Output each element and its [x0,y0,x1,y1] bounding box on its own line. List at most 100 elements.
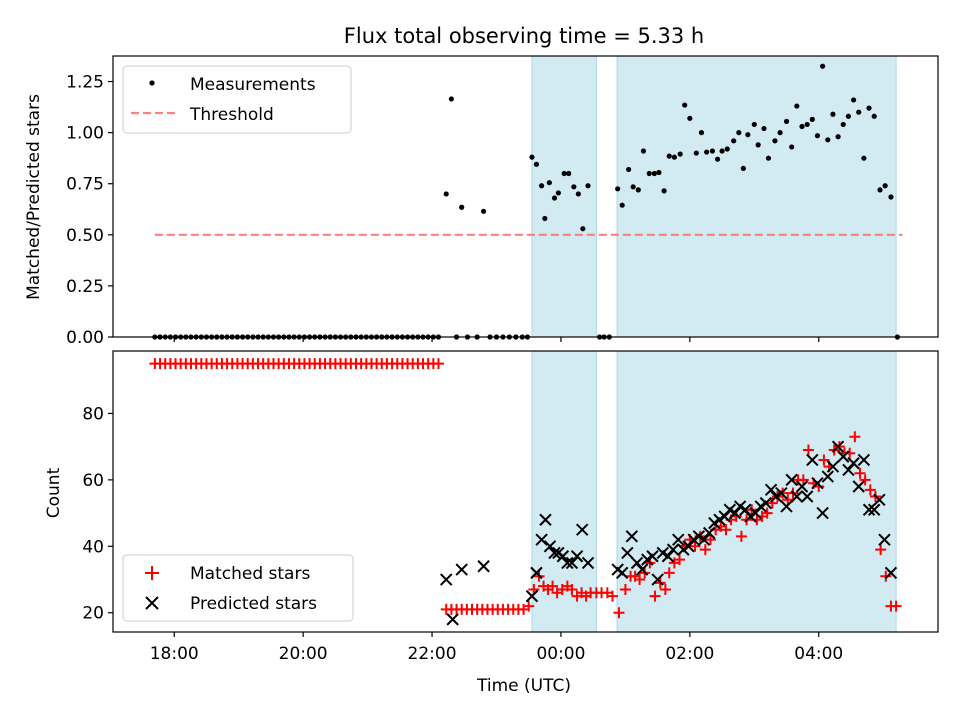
top-plot-frame [112,55,939,338]
measurement-point [740,165,746,171]
measurement-point [677,151,683,157]
predicted-stars-series [440,440,898,626]
bottom-y-tick-label: 20 [82,604,104,624]
predicted-star-point [831,440,845,453]
measurement-point [755,142,761,148]
measurement-point [835,134,841,140]
predicted-star-point [806,453,819,467]
measurement-point [794,103,800,109]
predicted-star-point [672,533,685,546]
top-panel: 0.00 0.25 0.50 0.75 1.00 1.25 Matched/Predict… [24,55,939,348]
matched-star-point [704,534,716,546]
predicted-star-point [666,543,680,556]
top-axes: 0.00 0.25 0.50 0.75 1.00 1.25 [66,73,820,348]
matched-star-point [523,600,535,612]
predicted-star-point [790,490,804,503]
bottom-x-tick-label: 04:00 [794,644,843,664]
legend-matched-label: Matched stars [190,564,310,584]
top-y-tick-label: 0.75 [66,175,104,195]
measurement-point [661,188,667,194]
measurement-point [555,190,561,196]
measurement-point [539,183,545,189]
matched-star-point [547,580,559,592]
bottom-x-tick-label: 18:00 [150,644,199,664]
matched-star-point [607,590,619,602]
top-y-axis-label: Matched/Predicted stars [24,94,44,300]
measurement-point [635,187,641,193]
measurement-point [682,102,688,108]
measurement-point [698,130,705,136]
measurement-point [820,63,826,69]
measurement-point [736,130,742,136]
measurement-point [877,187,883,193]
measurement-point [745,132,751,138]
predicted-star-point [625,530,639,543]
measurement-point [630,184,636,190]
matched-star-point [689,540,701,552]
measurement-point [561,170,567,177]
measurement-point [671,154,677,160]
predicted-star-point [867,503,881,516]
measurement-point [888,194,894,200]
predicted-star-point [621,546,634,560]
measurement-point [704,149,710,155]
bottom-y-tick-label: 40 [82,537,104,557]
predicted-star-point [759,496,773,510]
chart-title: Flux total observing time = 5.33 h [344,24,704,48]
measurement-point [830,111,836,117]
predicted-star-point [826,460,840,473]
matched-star-point [674,554,686,566]
measurement-point [789,144,795,150]
predicted-star-point [661,550,675,563]
shaded-interval [531,55,597,338]
predicted-star-point [576,523,589,536]
predicted-star-point [852,480,865,493]
measurement-point [619,202,625,208]
predicted-star-point [646,550,659,563]
measurement-point [615,186,621,192]
measurement-point [709,148,716,154]
predicted-star-point [440,573,453,586]
measurement-point [651,170,658,177]
bottom-x-tick-label: 00:00 [536,644,585,664]
predicted-star-point [570,550,584,563]
predicted-star-point [702,526,716,540]
top-y-tick-label: 1.25 [66,73,104,93]
measurement-point [804,121,810,128]
measurement-point [529,154,535,160]
measurement-point [714,156,721,162]
predicted-star-point [561,556,574,570]
matched-star-point [802,444,814,456]
measurement-point [443,191,449,197]
measurement-point [566,170,572,177]
matched-star-point [782,494,794,506]
top-legend-box [122,65,352,134]
top-legend: Measurements Threshold [122,65,352,134]
measurement-point [799,123,805,130]
measurement-point [809,116,815,122]
top-y-tick-label: 0.25 [66,277,104,297]
predicted-star-point [718,510,731,523]
measurement-point [783,118,790,124]
measurement-point [542,215,548,222]
predicted-star-point [477,560,490,573]
matched-star-point [875,544,887,556]
bottom-y-axis-label: Count [44,467,64,518]
measurement-point [585,183,591,189]
predicted-star-point [821,470,834,483]
matched-star-point [634,574,646,586]
top-shaded-intervals [531,55,897,338]
top-y-tick-label: 1.00 [66,124,104,144]
matched-star-point [619,583,631,595]
bottom-y-tick-label: 80 [82,404,104,424]
measurement-point [459,204,465,210]
predicted-star-point [749,506,762,520]
measurement-point [666,153,672,159]
measurement-point [772,138,778,144]
predicted-star-point [630,556,644,570]
predicted-star-point [697,533,711,546]
matched-star-point [880,570,892,582]
predicted-star-point [556,550,570,563]
predicted-star-point [615,566,629,580]
predicted-star-point [847,457,860,470]
